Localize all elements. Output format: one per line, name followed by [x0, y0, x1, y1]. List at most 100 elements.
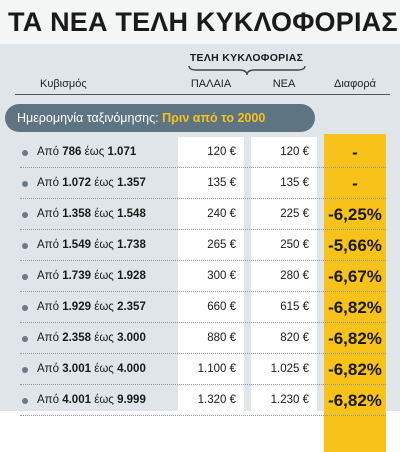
row-bullet-icon	[22, 243, 28, 249]
new-fee-cell: 135 €	[251, 168, 317, 199]
from-value: 1.739	[62, 270, 91, 282]
displacement-range: Από 1.358 έως 1.548	[37, 208, 146, 220]
from-value: 1.358	[62, 208, 91, 220]
to-word: έως	[94, 301, 114, 313]
table-row: Από 1.929 έως 2.357 660 €615 € -6,82%	[0, 292, 400, 323]
table-row: Από 1.358 έως 1.548 240 €225 € -6,25%	[0, 199, 400, 230]
row-bullet-icon	[22, 367, 28, 373]
header-divider	[15, 94, 390, 95]
from-word: Από	[37, 270, 60, 282]
displacement-range: Από 786 έως 1.071	[37, 146, 136, 158]
registration-date-value: Πριν από το 2000	[162, 111, 266, 125]
registration-date-label: Ημερομηνία ταξινόμησης:	[17, 111, 159, 125]
row-bullet-icon	[22, 150, 28, 156]
from-value: 1.072	[62, 177, 91, 189]
displacement-range: Από 1.549 έως 1.738	[37, 239, 146, 251]
old-fee-cell: 120 €	[178, 137, 244, 168]
difference-cell: -6,82%	[328, 360, 382, 379]
from-value: 786	[62, 146, 82, 158]
row-bullet-icon	[22, 212, 28, 218]
difference-cell: -	[352, 143, 358, 162]
old-fee-cell: 240 €	[178, 199, 244, 230]
from-value: 3.001	[62, 363, 91, 375]
new-fee-cell: 820 €	[251, 323, 317, 354]
displacement-range: Από 4.001 έως 9.999	[37, 394, 146, 406]
old-fee-cell: 135 €	[178, 168, 244, 199]
new-fee-cell: 1.230 €	[251, 385, 317, 416]
row-divider	[20, 353, 386, 354]
row-divider	[20, 167, 386, 168]
to-value: 9.999	[117, 394, 146, 406]
from-value: 4.001	[62, 394, 91, 406]
from-value: 2.358	[62, 332, 91, 344]
table-row: Από 2.358 έως 3.000 880 €820 € -6,82%	[0, 323, 400, 354]
from-word: Από	[37, 239, 60, 251]
column-header-diff: Διαφορά	[333, 78, 377, 90]
to-word: έως	[94, 394, 114, 406]
from-word: Από	[37, 394, 60, 406]
difference-column-highlight	[324, 134, 386, 452]
new-fee-cell: 615 €	[251, 292, 317, 323]
to-value: 3.000	[117, 332, 146, 344]
column-header-new: ΝΕΑ	[272, 78, 296, 90]
to-word: έως	[94, 332, 114, 344]
old-fee-cell: 265 €	[178, 230, 244, 261]
to-value: 2.357	[117, 301, 146, 313]
displacement-range: Από 1.072 έως 1.357	[37, 177, 146, 189]
displacement-range: Από 1.929 έως 2.357	[37, 301, 146, 313]
row-divider	[20, 260, 386, 261]
from-word: Από	[37, 332, 60, 344]
new-fee-cell: 280 €	[251, 261, 317, 292]
table-row: Από 4.001 έως 9.999 1.320 €1.230 € -6,82%	[0, 385, 400, 416]
difference-cell: -	[352, 174, 358, 193]
registration-date-banner: Ημερομηνία ταξινόμησης: Πριν από το 2000	[5, 104, 315, 132]
table-row: Από 1.739 έως 1.928 300 €280 € -6,67%	[0, 261, 400, 292]
old-fee-cell: 1.100 €	[178, 354, 244, 385]
old-fee-cell: 880 €	[178, 323, 244, 354]
page-title: ΤΑ ΝΕΑ ΤΕΛΗ ΚΥΚΛΟΦΟΡΙΑΣ	[0, 0, 400, 44]
difference-cell: -5,66%	[328, 236, 382, 255]
displacement-range: Από 1.739 έως 1.928	[37, 270, 146, 282]
row-bullet-icon	[22, 181, 28, 187]
difference-cell: -6,82%	[328, 391, 382, 410]
curly-brace-icon	[188, 65, 306, 76]
from-value: 1.929	[62, 301, 91, 313]
difference-cell: -6,82%	[328, 329, 382, 348]
from-word: Από	[37, 177, 60, 189]
displacement-range: Από 2.358 έως 3.000	[37, 332, 146, 344]
table-row: Από 786 έως 1.071 120 €120 € -	[0, 137, 400, 168]
table-row: Από 1.072 έως 1.357 135 €135 € -	[0, 168, 400, 199]
column-header-old: ΠΑΛΑΙΑ	[190, 78, 232, 90]
row-divider	[20, 198, 386, 199]
fees-group-header: ΤΕΛΗ ΚΥΚΛΟΦΟΡΙΑΣ	[189, 52, 304, 64]
row-bullet-icon	[22, 336, 28, 342]
new-fee-cell: 250 €	[251, 230, 317, 261]
to-word: έως	[94, 270, 114, 282]
old-fee-cell: 300 €	[178, 261, 244, 292]
table-row: Από 1.549 έως 1.738 265 €250 € -5,66%	[0, 230, 400, 261]
displacement-range: Από 3.001 έως 4.000	[37, 363, 146, 375]
to-value: 1.738	[117, 239, 146, 251]
to-word: έως	[94, 208, 114, 220]
row-bullet-icon	[22, 274, 28, 280]
row-bullet-icon	[22, 398, 28, 404]
new-fee-cell: 1.025 €	[251, 354, 317, 385]
row-divider	[20, 384, 386, 385]
row-bullet-icon	[22, 305, 28, 311]
from-word: Από	[37, 363, 60, 375]
to-value: 1.071	[107, 146, 137, 158]
from-word: Από	[37, 208, 60, 220]
difference-cell: -6,25%	[328, 205, 382, 224]
to-value: 1.548	[117, 208, 146, 220]
row-divider	[20, 322, 386, 323]
old-fee-cell: 660 €	[178, 292, 244, 323]
to-value: 4.000	[117, 363, 146, 375]
new-fee-cell: 120 €	[251, 137, 317, 168]
from-word: Από	[37, 146, 60, 158]
from-value: 1.549	[62, 239, 91, 251]
to-value: 1.928	[117, 270, 146, 282]
new-fee-cell: 225 €	[251, 199, 317, 230]
row-divider	[20, 415, 386, 416]
row-divider	[20, 229, 386, 230]
column-header-displacement: Κυβισμός	[40, 78, 87, 90]
